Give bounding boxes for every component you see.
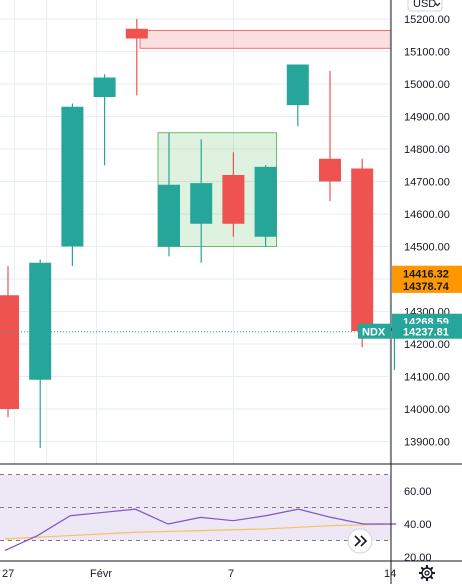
candles — [0, 19, 406, 448]
candle — [158, 132, 180, 257]
candle-body — [158, 184, 180, 247]
price-tick-label: 15000.00 — [404, 79, 450, 91]
time-tick-label: 27 — [2, 568, 14, 580]
candle — [61, 103, 84, 266]
candle-body — [351, 168, 374, 331]
price-tick-label: 14000.00 — [404, 404, 450, 416]
price-tag: 14237.81 NDX — [358, 323, 462, 339]
candle-body — [190, 183, 213, 224]
candle-body — [29, 262, 52, 380]
price-tick-label: 14800.00 — [404, 144, 450, 156]
candle — [286, 64, 309, 127]
rsi-tick-label: 20.00 — [404, 552, 432, 564]
candle-body — [319, 158, 341, 182]
settings-button[interactable] — [419, 565, 435, 581]
price-tag-label: 14237.81 — [403, 327, 449, 339]
candle-body — [93, 77, 116, 97]
symbol-tag-label: NDX — [362, 327, 386, 339]
candle — [254, 165, 277, 247]
double-chevron-right-icon — [354, 535, 368, 547]
price-tag-label: 14378.74 — [403, 281, 450, 293]
rsi-tick-label: 40.00 — [404, 519, 432, 531]
price-tick-label: 14700.00 — [404, 177, 450, 189]
price-tick-label: 14600.00 — [404, 209, 450, 221]
currency-label: USD — [413, 0, 436, 10]
time-tick-label: Févr — [90, 568, 112, 580]
time-tick-label: 14 — [384, 568, 396, 580]
candle — [29, 259, 52, 448]
rsi-line — [4, 508, 397, 551]
price-tag-label: 14416.32 — [403, 269, 449, 281]
chevron-down-icon — [434, 2, 441, 7]
price-tick-label: 14200.00 — [404, 339, 450, 351]
candle — [190, 139, 213, 263]
price-tick-label: 13900.00 — [404, 437, 450, 449]
price-tag: 14416.32 — [392, 265, 462, 281]
price-tag: 14378.74 — [392, 277, 462, 293]
candle-body — [254, 166, 277, 237]
candle-body — [125, 28, 148, 39]
candle — [0, 266, 19, 418]
price-tick-label: 15200.00 — [404, 14, 450, 26]
price-tick-label: 14900.00 — [404, 112, 450, 124]
candle-body — [222, 175, 245, 224]
time-tick-label: 7 — [228, 568, 234, 580]
candle — [222, 152, 245, 237]
price-tick-label: 15100.00 — [404, 47, 450, 59]
currency-selector[interactable]: USD — [407, 0, 443, 12]
resistance-zone — [139, 29, 392, 49]
rsi-axis[interactable]: 60.00 40.00 20.00 — [404, 486, 432, 564]
price-axis[interactable]: 15200.00 15100.00 15000.00 14900.00 14800.00… — [404, 14, 450, 449]
candle-body — [61, 106, 84, 247]
scroll-to-realtime-button[interactable] — [347, 528, 373, 554]
candle — [125, 19, 148, 96]
candle-body — [286, 64, 309, 106]
candle — [319, 71, 341, 201]
time-axis[interactable]: 27 Févr 7 14 — [2, 568, 396, 580]
rsi-tick-label: 60.00 — [404, 486, 432, 498]
price-tick-label: 14100.00 — [404, 372, 450, 384]
candle — [93, 74, 116, 166]
price-tick-label: 14500.00 — [404, 242, 450, 254]
gear-icon — [419, 565, 435, 581]
rsi-ma-line — [4, 523, 397, 540]
candle-body — [0, 295, 19, 409]
candle — [351, 158, 374, 348]
rsi-panel — [0, 474, 397, 551]
